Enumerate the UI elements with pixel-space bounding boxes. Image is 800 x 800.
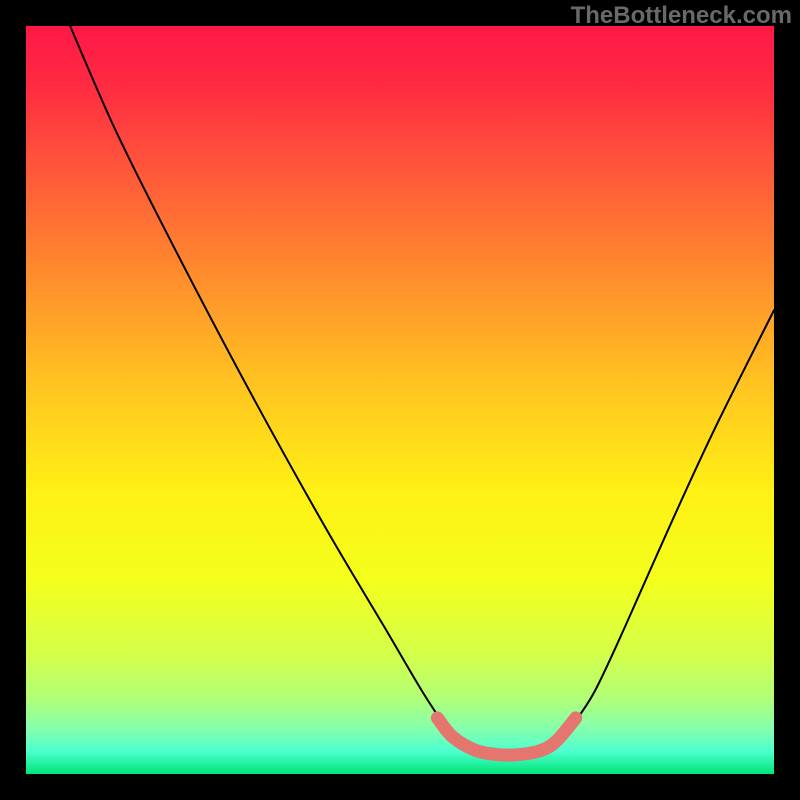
bottleneck-chart-svg bbox=[26, 26, 774, 774]
chart-frame: TheBottleneck.com bbox=[0, 0, 800, 800]
watermark-text: TheBottleneck.com bbox=[571, 2, 792, 30]
plot-background bbox=[26, 26, 774, 774]
plot-area bbox=[26, 26, 774, 774]
